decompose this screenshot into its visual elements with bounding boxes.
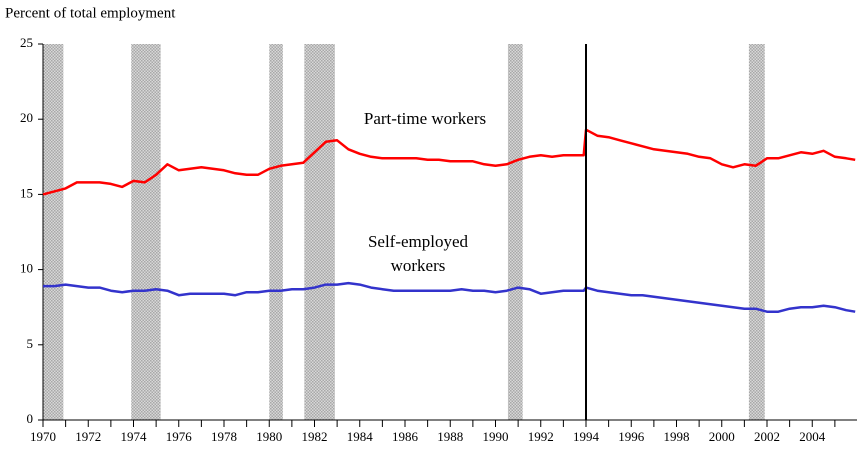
x-tick-label: 1974 [121, 429, 148, 444]
y-axis-label: Percent of total employment [5, 5, 176, 21]
x-tick-label: 1970 [30, 429, 56, 444]
recession-band [304, 44, 335, 420]
recession-band [43, 44, 64, 420]
x-tick-label: 1992 [528, 429, 554, 444]
y-tick-label: 20 [20, 110, 33, 125]
annotation: Self-employed [368, 232, 469, 251]
recession-band [131, 44, 161, 420]
x-tick-label: 1984 [347, 429, 374, 444]
x-tick-label: 1980 [256, 429, 282, 444]
series-line [43, 281, 856, 313]
y-tick-label: 15 [20, 185, 33, 200]
x-tick-label: 1982 [302, 429, 328, 444]
recession-band [269, 44, 283, 420]
x-tick-label: 1972 [75, 429, 101, 444]
x-tick-label: 1986 [392, 429, 419, 444]
x-tick-label: 1988 [437, 429, 463, 444]
x-tick-label: 2004 [799, 429, 826, 444]
x-tick-label: 1976 [166, 429, 193, 444]
recession-band [748, 44, 765, 420]
annotation: workers [391, 256, 446, 275]
recession-band [507, 44, 523, 420]
series-line [42, 128, 856, 196]
annotation: Part-time workers [364, 109, 486, 128]
x-tick-label: 1990 [483, 429, 509, 444]
x-tick-label: 1996 [618, 429, 645, 444]
x-tick-label: 2002 [754, 429, 780, 444]
y-tick-label: 25 [20, 35, 33, 50]
y-tick-label: 0 [27, 411, 34, 426]
y-tick-label: 10 [20, 261, 33, 276]
y-tick-label: 5 [27, 336, 34, 351]
x-tick-label: 1978 [211, 429, 237, 444]
x-tick-label: 2000 [709, 429, 735, 444]
x-tick-label: 1994 [573, 429, 600, 444]
x-tick-label: 1998 [664, 429, 690, 444]
